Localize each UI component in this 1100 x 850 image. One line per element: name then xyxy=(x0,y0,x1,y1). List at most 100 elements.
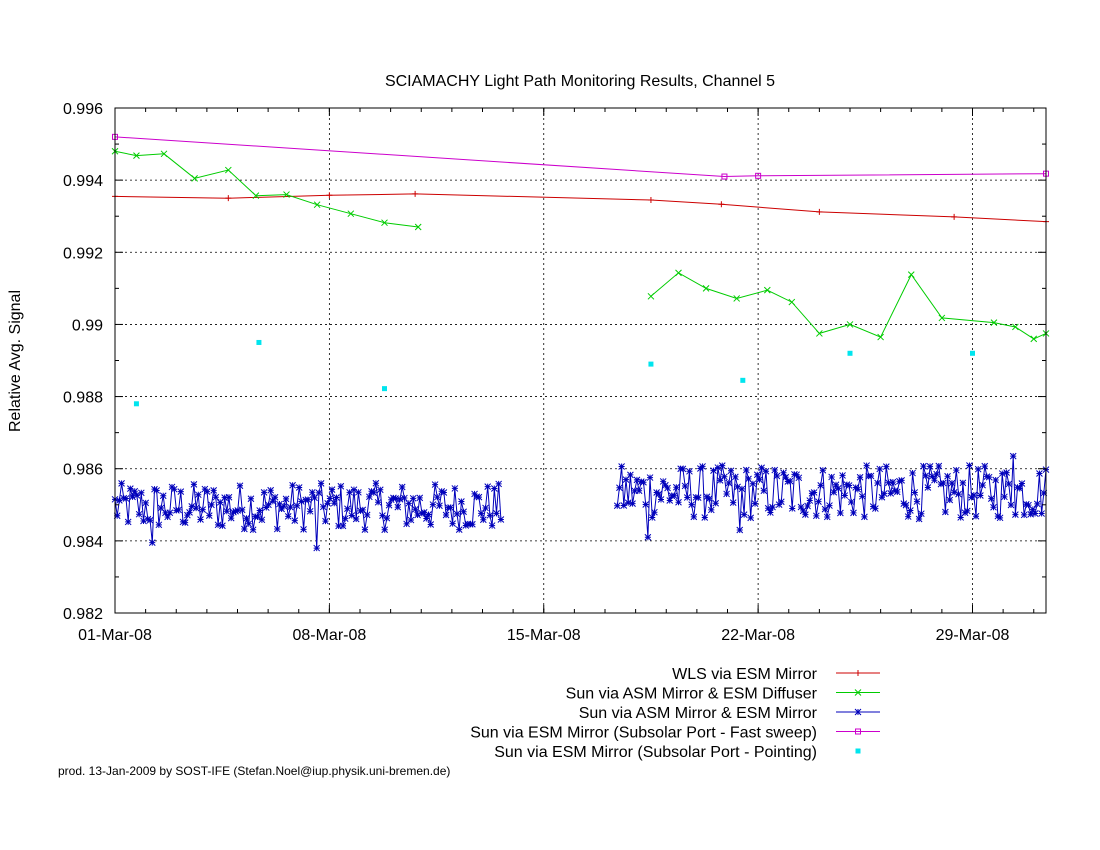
data-point xyxy=(363,511,371,519)
data-point xyxy=(287,503,294,511)
data-point xyxy=(620,502,628,509)
data-point xyxy=(738,485,746,493)
x-tick-label: 01-Mar-08 xyxy=(78,627,152,644)
data-point xyxy=(990,319,998,326)
data-point xyxy=(431,481,439,488)
data-point xyxy=(346,488,353,496)
data-point xyxy=(942,508,949,516)
data-point xyxy=(190,481,198,488)
data-point xyxy=(455,526,463,534)
data-point xyxy=(283,191,290,198)
data-point xyxy=(433,493,441,501)
data-point xyxy=(361,526,369,533)
data-point xyxy=(297,498,305,505)
data-point xyxy=(854,485,862,493)
data-point xyxy=(313,201,321,209)
data-point xyxy=(442,511,450,519)
data-point xyxy=(131,487,139,495)
data-point xyxy=(449,520,456,528)
data-point xyxy=(644,533,652,541)
data-point xyxy=(854,689,862,696)
data-point xyxy=(347,210,355,218)
data-point xyxy=(749,480,757,488)
data-point xyxy=(816,330,823,337)
data-point xyxy=(681,482,689,490)
data-point xyxy=(273,525,281,533)
data-point xyxy=(755,172,762,179)
data-point xyxy=(773,472,781,480)
data-point xyxy=(219,522,226,530)
data-point xyxy=(269,497,277,505)
data-point xyxy=(280,502,288,510)
data-point xyxy=(344,505,351,513)
data-point xyxy=(383,514,391,522)
data-point xyxy=(293,502,301,510)
data-point xyxy=(952,466,960,474)
data-point xyxy=(440,489,448,496)
data-point xyxy=(341,515,349,522)
data-point xyxy=(427,521,435,528)
data-point xyxy=(616,484,623,492)
data-point xyxy=(1031,510,1039,517)
data-point xyxy=(409,494,417,502)
data-point xyxy=(333,494,340,501)
data-point xyxy=(891,487,899,494)
data-point xyxy=(151,485,158,493)
data-point xyxy=(392,495,400,502)
data-point xyxy=(974,465,982,473)
data-point xyxy=(651,508,658,516)
data-point xyxy=(453,510,461,518)
data-point xyxy=(1022,500,1030,508)
data-point xyxy=(723,490,730,498)
plot-series xyxy=(111,133,1050,552)
data-point xyxy=(983,473,991,480)
axes: 0.982 0.984 0.986 0.988 0.99 0.992 0.994 0.996 0… xyxy=(63,101,1046,644)
data-point xyxy=(907,507,914,514)
legend-item: Sun via ASM Mirror & ESM Diffuser xyxy=(566,686,880,703)
data-point xyxy=(326,192,333,199)
footer-credit: prod. 13-Jan-2009 by SOST-IFE (Stefan.No… xyxy=(58,764,451,778)
data-point xyxy=(640,478,647,486)
data-point xyxy=(714,464,722,471)
data-point xyxy=(1012,511,1019,518)
legend-item: WLS via ESM Mirror xyxy=(672,666,880,683)
data-point xyxy=(164,513,171,521)
data-point xyxy=(317,480,325,487)
data-point xyxy=(328,486,336,493)
data-point xyxy=(306,507,314,515)
data-point xyxy=(412,505,419,513)
data-point xyxy=(1036,470,1043,477)
data-point xyxy=(767,509,774,516)
data-point xyxy=(460,508,467,516)
data-point xyxy=(133,492,141,499)
data-point xyxy=(880,490,888,497)
data-point xyxy=(265,501,272,509)
legend-label: Sun via ESM Mirror (Subsolar Port - Fast… xyxy=(470,725,817,742)
x-tick-label: 29-Mar-08 xyxy=(936,627,1010,644)
data-point xyxy=(1009,452,1017,460)
data-point xyxy=(199,506,207,513)
data-point xyxy=(950,489,958,496)
data-point xyxy=(497,516,505,523)
legend-label: Sun via ASM Mirror & ESM Diffuser xyxy=(566,686,818,703)
data-point xyxy=(699,463,706,470)
data-point xyxy=(282,495,290,503)
data-point xyxy=(191,174,198,182)
data-point xyxy=(1030,335,1038,343)
data-point xyxy=(370,489,378,497)
data-point xyxy=(379,512,386,519)
data-point xyxy=(311,494,318,502)
data-point xyxy=(992,476,1000,484)
data-point xyxy=(889,478,897,486)
data-point xyxy=(486,511,494,519)
legend-label: WLS via ESM Mirror xyxy=(672,666,818,683)
data-point xyxy=(1014,483,1021,491)
data-point xyxy=(688,501,695,508)
data-point xyxy=(339,522,347,530)
data-point xyxy=(192,504,200,512)
data-point xyxy=(355,488,362,496)
data-point xyxy=(232,507,239,515)
series xyxy=(112,133,1049,180)
data-point xyxy=(414,223,422,231)
data-point xyxy=(1033,500,1041,508)
